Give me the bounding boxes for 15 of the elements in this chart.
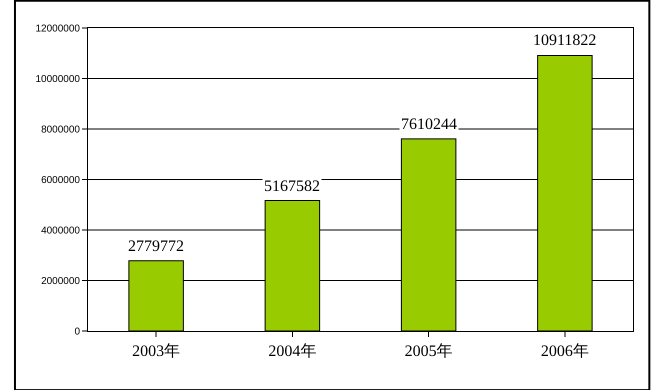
y-tick-label: 12000000 xyxy=(36,24,80,34)
x-tick-label: 2005年 xyxy=(404,343,453,360)
data-label: 7610244 xyxy=(401,116,457,133)
y-tick-label: 6000000 xyxy=(41,175,80,186)
y-tick-label: 4000000 xyxy=(41,226,80,236)
x-tick-label: 2003年 xyxy=(132,343,180,360)
y-tick-label: 2000000 xyxy=(41,276,80,287)
x-tick-label: 2004年 xyxy=(268,343,316,360)
data-label: 5167582 xyxy=(264,178,320,195)
y-tick-label: 10000000 xyxy=(36,74,80,85)
data-label: 10911822 xyxy=(533,32,596,49)
y-tick-label: 0 xyxy=(74,326,80,338)
data-label: 2779772 xyxy=(128,238,184,255)
x-tick-label: 2006年 xyxy=(540,343,589,360)
y-tick-label: 8000000 xyxy=(41,124,80,136)
